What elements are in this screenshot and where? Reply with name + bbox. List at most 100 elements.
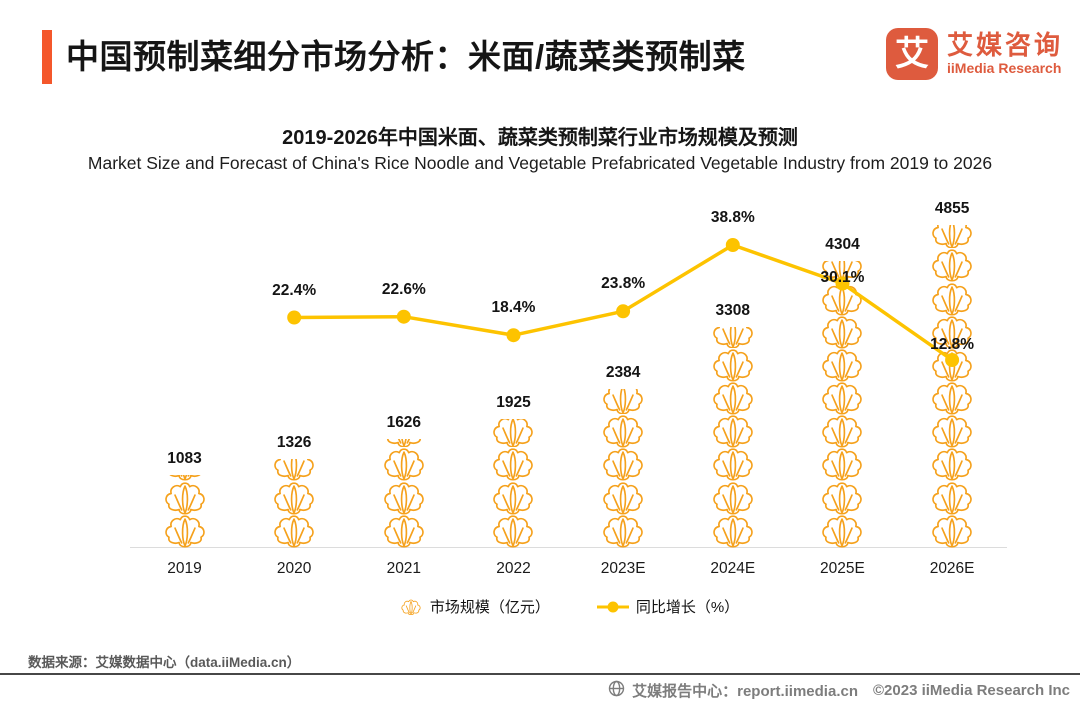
logo-mark-char: 艾 (895, 35, 929, 73)
plot-area: 2019 1083 2020 1326 2021 1626 2022 1925 2023E 238… (130, 190, 1007, 577)
growth-pct-label-2020: 22.4% (272, 281, 317, 299)
cabbage-icon (274, 458, 314, 481)
iimedia-logo-mark-icon: 艾 (886, 28, 938, 80)
cabbage-icon (493, 419, 534, 448)
line-point (287, 310, 302, 325)
cabbage-icon (713, 481, 753, 515)
cabbage-icon (932, 515, 972, 548)
cabbage-icon-partial (491, 419, 535, 448)
bar-column-2022 (491, 419, 535, 548)
x-axis-label-2025E: 2025E (820, 560, 865, 577)
growth-pct-label-2024E: 38.8% (710, 209, 755, 226)
cabbage-icon (822, 481, 863, 515)
cabbage-icon (822, 261, 863, 282)
cabbage-icon (932, 382, 972, 415)
line-point (945, 353, 960, 367)
growth-pct-label-2021: 22.6% (381, 280, 426, 298)
cabbage-icon-partial (163, 475, 207, 481)
cabbage-icon-partial (382, 439, 426, 448)
line-point (835, 276, 850, 291)
page-title: 中国预制菜细分市场分析：米面/蔬菜类预制菜 (66, 38, 746, 75)
iimedia-logo: 艾 艾媒咨询 iiMedia Research (886, 28, 1063, 80)
cabbage-icon (713, 382, 753, 415)
line-point (616, 304, 631, 319)
bar-value-label-2025E: 4304 (825, 236, 860, 254)
bar-value-label-2026E: 4855 (934, 199, 970, 217)
cabbage-icon (713, 415, 753, 448)
cabbage-icon (932, 481, 972, 515)
cabbage-icon (603, 481, 643, 515)
cabbage-icon (932, 415, 972, 448)
report-center-text: 艾媒报告中心：report.iimedia.cn (632, 683, 858, 700)
bar-value-label-2022: 1925 (496, 394, 531, 412)
bar-value-label-2021: 1626 (386, 414, 422, 432)
copyright-text: ©2023 iiMedia Research Inc (873, 682, 1070, 699)
cabbage-icon (822, 349, 863, 382)
cabbage-icon (603, 415, 643, 448)
line-point (506, 328, 521, 343)
cabbage-icon (932, 249, 972, 282)
cabbage-icon (168, 475, 201, 481)
bar-column-2020 (272, 458, 316, 548)
bar-value-label-2024E: 3308 (715, 302, 751, 320)
cabbage-icon (603, 515, 643, 548)
line-dot-icon (596, 601, 630, 613)
footer-bar: 艾媒报告中心：report.iimedia.cn ©2023 iiMedia R… (608, 680, 1070, 701)
cabbage-icon (164, 481, 205, 515)
cabbage-icon (822, 515, 863, 548)
logo-name-cn: 艾媒咨询 (947, 30, 1064, 61)
line-point (725, 238, 740, 252)
bar-value-label-2023E: 2384 (605, 363, 641, 381)
growth-pct-label-2026E: 12.8% (930, 336, 975, 353)
cabbage-icon (822, 316, 863, 349)
x-axis-label-2021: 2021 (386, 560, 422, 577)
cabbage-icon (932, 448, 972, 481)
legend-item-market-size: 市场规模（亿元） (398, 596, 550, 617)
cabbage-icon (822, 415, 863, 448)
cabbage-icon-partial (930, 224, 974, 249)
bar-value-label-2020: 1326 (276, 433, 312, 451)
bar-column-2024E (711, 327, 755, 548)
legend-label: 同比增长（%） (635, 599, 740, 616)
cabbage-icon (822, 382, 863, 415)
cabbage-icon (274, 515, 314, 548)
cabbage-icon (603, 448, 643, 481)
x-axis-label-2026E: 2026E (929, 560, 975, 577)
bar-column-2026E (930, 224, 974, 548)
cabbage-icon (932, 316, 972, 349)
cabbage-icon (164, 515, 205, 548)
x-axis-label-2023E: 2023E (600, 560, 646, 577)
cabbage-icon (713, 327, 753, 348)
cabbage-icon (401, 599, 421, 615)
legend-label: 市场规模（亿元） (429, 599, 550, 616)
cabbage-icon (398, 599, 424, 615)
x-axis-label-2024E: 2024E (710, 560, 756, 577)
cabbage-icon (384, 515, 424, 548)
cabbage-icon (274, 481, 314, 515)
footer-divider (0, 673, 1080, 675)
cabbage-icon-partial (601, 388, 645, 415)
cabbage-icon (384, 481, 424, 515)
cabbage-icon-partial (272, 458, 316, 481)
cabbage-icon (493, 515, 534, 548)
x-axis-label-2020: 2020 (276, 560, 312, 577)
cabbage-icon (493, 448, 534, 481)
growth-pct-label-2023E: 23.8% (601, 275, 646, 293)
cabbage-icon (932, 224, 972, 249)
bar-column-2021 (382, 439, 426, 548)
cabbage-icon (384, 448, 424, 481)
chart-subtitle: Market Size and Forecast of China's Rice… (87, 153, 993, 173)
bar-column-2023E (601, 388, 645, 548)
legend-item-growth: 同比增长（%） (596, 596, 739, 617)
chart-legend: 市场规模（亿元） 同比增长（%） (130, 596, 1007, 617)
cabbage-icon (713, 515, 753, 548)
cabbage-icon (713, 349, 753, 382)
chart-title: 2019-2026年中国米面、蔬菜类预制菜行业市场规模及预测 (282, 127, 798, 149)
growth-pct-label-2025E: 30.1% (820, 269, 865, 287)
cabbage-icon (713, 448, 753, 481)
cabbage-icon (932, 349, 972, 382)
cabbage-icon (822, 448, 863, 481)
bar-column-2025E (820, 261, 864, 548)
globe-icon (608, 680, 625, 701)
